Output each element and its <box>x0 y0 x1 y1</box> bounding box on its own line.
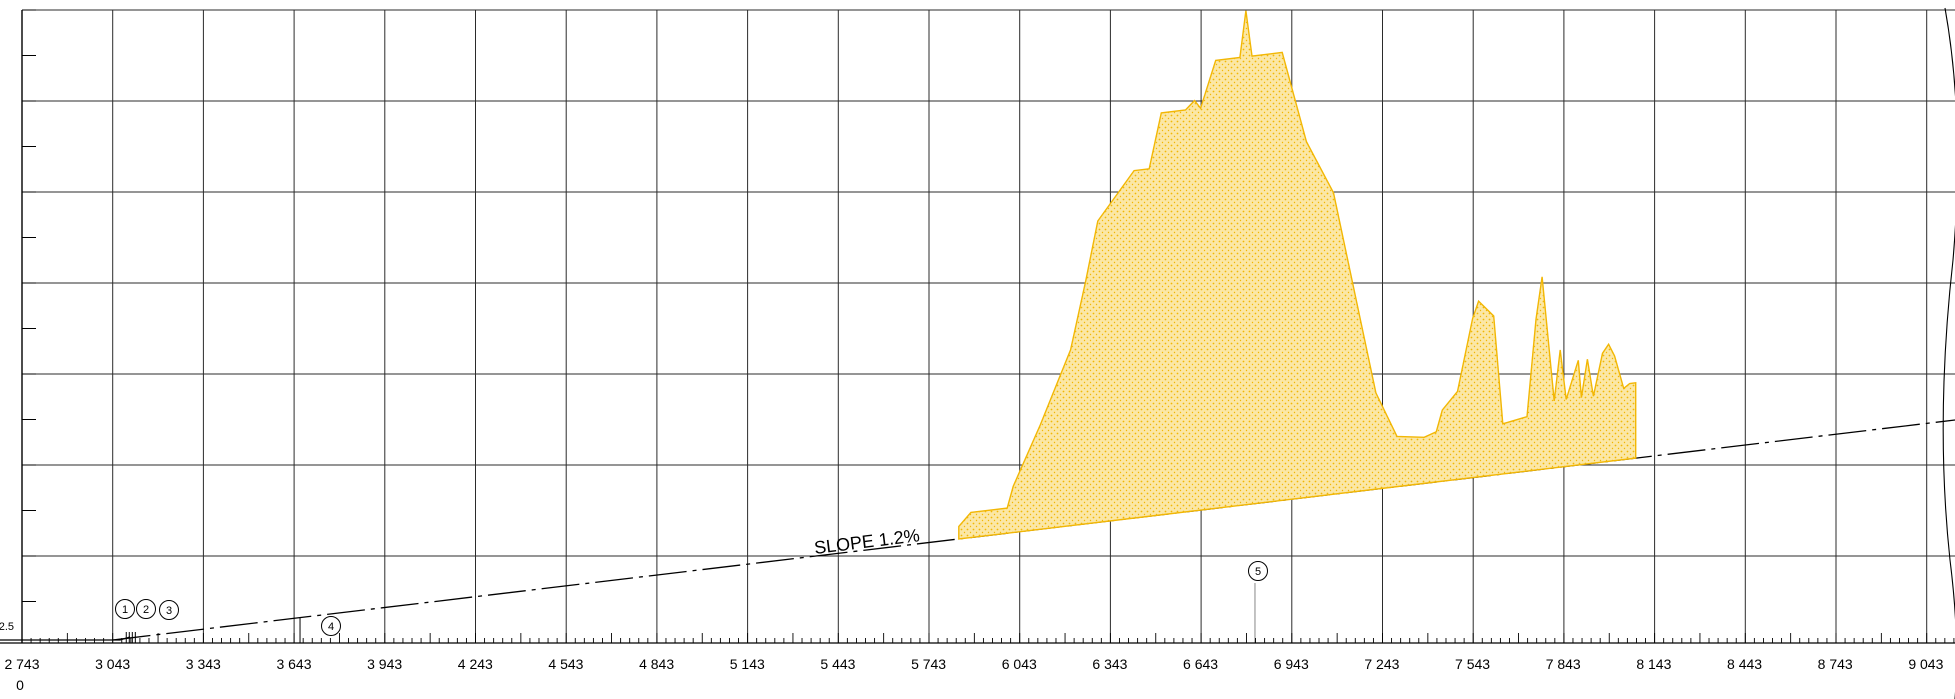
x-tick-label: 4 543 <box>548 656 583 672</box>
callout-5: 5 <box>1248 561 1268 581</box>
x-tick-label: 3 043 <box>95 656 130 672</box>
callout-circle <box>136 599 156 619</box>
x-tick-label: 6 343 <box>1092 656 1127 672</box>
x-tick-label: 4 843 <box>639 656 674 672</box>
callouts: 1 2 3 4 5 <box>115 561 1268 636</box>
callout-2: 2 <box>136 599 156 619</box>
origin-elevation-label: 0 <box>16 677 24 693</box>
callout-3: 3 <box>159 600 179 620</box>
x-tick-label: 6 043 <box>1002 656 1037 672</box>
labels: SLOPE 1.2% 0 2.5 2 743 3 043 3 343 3 643 3 9… <box>0 525 1944 693</box>
callout-number: 1 <box>122 604 128 616</box>
material-fill-area <box>958 10 1637 540</box>
x-tick-label: 5 143 <box>730 656 765 672</box>
x-tick-label: 6 943 <box>1274 656 1309 672</box>
callout-circle <box>1248 561 1268 581</box>
x-tick-label: 7 243 <box>1364 656 1399 672</box>
callout-circle <box>321 616 341 636</box>
x-tick-label: 6 643 <box>1183 656 1218 672</box>
ground-line <box>0 636 131 641</box>
x-tick-label: 8 143 <box>1636 656 1671 672</box>
callout-circle <box>115 599 135 619</box>
callout-1: 1 <box>115 599 135 619</box>
callout-number: 2 <box>143 604 149 616</box>
x-tick-label: 2 743 <box>4 656 39 672</box>
x-tick-label: 3 943 <box>367 656 402 672</box>
x-tick-label: 7 543 <box>1455 656 1490 672</box>
callout-number: 3 <box>166 605 172 617</box>
x-tick-label: 3 643 <box>276 656 311 672</box>
fill-area-polygon <box>958 10 1637 540</box>
grid <box>21 9 1955 644</box>
x-tick-label: 7 843 <box>1546 656 1581 672</box>
x-tick-label: 3 343 <box>186 656 221 672</box>
x-tick-label: 4 243 <box>458 656 493 672</box>
x-tick-label: 5 443 <box>820 656 855 672</box>
slope-annotation: SLOPE 1.2% <box>813 525 921 558</box>
x-tick-label: 8 743 <box>1818 656 1853 672</box>
boundary-curve <box>1942 7 1955 699</box>
callout-circle <box>159 600 179 620</box>
axes <box>0 9 1955 644</box>
callout-number: 4 <box>328 621 334 633</box>
callout-number: 5 <box>1255 566 1261 578</box>
y-axis-value-label: 2.5 <box>0 621 14 633</box>
ground-profile <box>0 7 1955 699</box>
x-tick-label: 5 743 <box>911 656 946 672</box>
x-tick-label: 8 443 <box>1727 656 1762 672</box>
callout-4: 4 <box>321 616 341 636</box>
x-tick-label: 9 043 <box>1908 656 1943 672</box>
